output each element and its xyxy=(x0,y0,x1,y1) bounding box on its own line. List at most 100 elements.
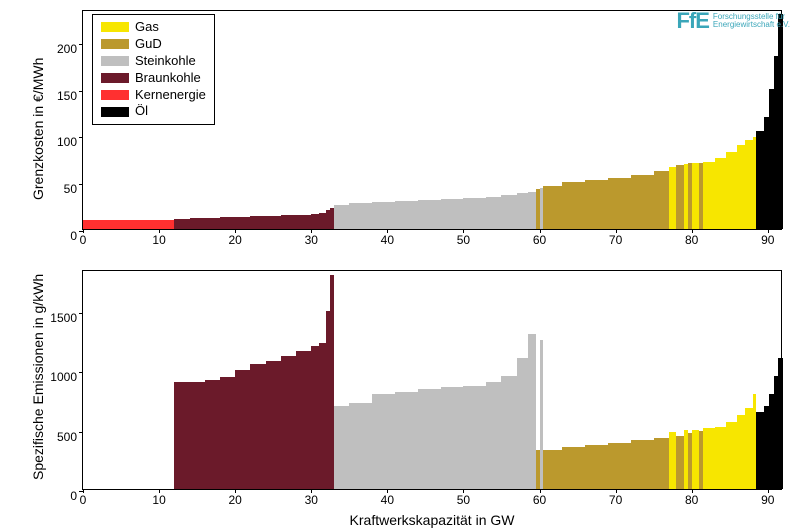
legend-item: Steinkohle xyxy=(101,53,206,70)
bar-segment xyxy=(349,203,372,229)
legend-label: Steinkohle xyxy=(135,53,196,70)
bar-segment xyxy=(737,145,745,229)
bar-segment xyxy=(562,447,585,489)
logo-text-big: FfE xyxy=(676,8,708,34)
bar-segment xyxy=(463,198,486,229)
bar-segment xyxy=(756,131,764,229)
bar-segment xyxy=(174,219,189,229)
bar-segment xyxy=(190,382,205,489)
bar-segment xyxy=(608,178,631,229)
bar-segment xyxy=(528,192,536,229)
logo-text-small: Forschungsstelle für Energiewirtschaft e… xyxy=(713,13,790,30)
bar-segment xyxy=(266,216,281,229)
bar-segment xyxy=(562,182,585,229)
bar-segment xyxy=(441,199,464,229)
bar-segment xyxy=(745,140,753,229)
y-tick-label: 150 xyxy=(43,89,83,103)
bar-segment xyxy=(528,334,536,489)
bar-segment xyxy=(703,428,714,489)
legend-swatch xyxy=(101,39,129,49)
bar-segment xyxy=(266,361,281,489)
bottom-chart-panel: 0500100015000102030405060708090 xyxy=(82,270,782,490)
ffe-logo: FfE Forschungsstelle für Energiewirtscha… xyxy=(676,8,790,34)
bar-segment xyxy=(692,430,700,489)
legend-swatch xyxy=(101,90,129,100)
legend-label: Gas xyxy=(135,19,159,36)
top-y-axis-label: Grenzkosten in €/MWh xyxy=(30,58,46,200)
bar-segment xyxy=(349,403,372,489)
bar-segment xyxy=(372,394,395,489)
bar-segment xyxy=(501,195,516,229)
bar-segment xyxy=(250,216,265,229)
y-tick-label: 100 xyxy=(43,135,83,149)
bar-segment xyxy=(737,415,745,489)
y-tick-label: 500 xyxy=(43,430,83,444)
bar-segment xyxy=(220,377,235,489)
bar-segment xyxy=(319,343,327,489)
bar-segment xyxy=(319,213,327,229)
bar-segment xyxy=(726,422,737,489)
bar-segment xyxy=(543,450,562,489)
legend-item: Braunkohle xyxy=(101,70,206,87)
legend-item: Gas xyxy=(101,19,206,36)
bar-segment xyxy=(281,215,296,229)
legend-swatch xyxy=(101,107,129,117)
legend-item: Öl xyxy=(101,103,206,120)
legend-label: Braunkohle xyxy=(135,70,201,87)
bar-segment xyxy=(517,193,528,229)
bar-segment xyxy=(669,432,677,489)
bar-segment xyxy=(311,214,319,229)
bar-segment xyxy=(235,217,250,229)
bar-segment xyxy=(676,165,684,229)
bar-segment xyxy=(692,163,700,229)
bar-segment xyxy=(745,408,753,489)
bar-segment xyxy=(311,346,319,489)
bar-segment xyxy=(715,427,726,489)
bottom-y-axis-label: Spezifische Emissionen in g/kWh xyxy=(30,274,46,480)
bar-segment xyxy=(676,436,684,490)
bar-segment xyxy=(543,186,562,229)
bar-segment xyxy=(334,205,349,229)
bar-segment xyxy=(608,443,631,489)
bar-segment xyxy=(778,358,783,489)
bar-segment xyxy=(631,175,654,229)
bar-segment xyxy=(463,386,486,489)
bar-segment xyxy=(654,438,669,489)
y-tick-label: 50 xyxy=(43,182,83,196)
bar-segment xyxy=(83,220,174,229)
bar-segment xyxy=(334,406,349,489)
bar-segment xyxy=(517,358,528,489)
bar-segment xyxy=(703,162,714,229)
legend: GasGuDSteinkohleBraunkohleKernenergieÖl xyxy=(92,14,215,125)
bar-segment xyxy=(585,180,608,229)
legend-swatch xyxy=(101,56,129,66)
bar-segment xyxy=(395,392,418,490)
legend-item: GuD xyxy=(101,36,206,53)
y-tick-label: 1000 xyxy=(43,370,83,384)
bar-segment xyxy=(296,351,311,489)
bar-segment xyxy=(441,387,464,489)
legend-label: GuD xyxy=(135,36,162,53)
bar-segment xyxy=(654,171,669,229)
bar-segment xyxy=(501,376,516,489)
bar-segment xyxy=(174,382,189,489)
y-tick-label: 200 xyxy=(43,42,83,56)
legend-swatch xyxy=(101,73,129,83)
bar-segment xyxy=(250,364,265,489)
y-tick-label: 0 xyxy=(43,229,83,243)
bar-segment xyxy=(486,197,501,229)
bar-segment xyxy=(205,380,220,489)
bar-segment xyxy=(778,14,783,229)
bar-segment xyxy=(281,356,296,489)
bar-segment xyxy=(235,370,250,489)
legend-item: Kernenergie xyxy=(101,87,206,104)
figure: FfE Forschungsstelle für Energiewirtscha… xyxy=(0,0,800,526)
bar-segment xyxy=(205,218,220,229)
bar-segment xyxy=(296,215,311,229)
bar-segment xyxy=(756,412,764,489)
legend-label: Kernenergie xyxy=(135,87,206,104)
bar-segment xyxy=(726,152,737,229)
bar-segment xyxy=(486,382,501,489)
bar-segment xyxy=(585,445,608,489)
bar-segment xyxy=(669,167,677,229)
